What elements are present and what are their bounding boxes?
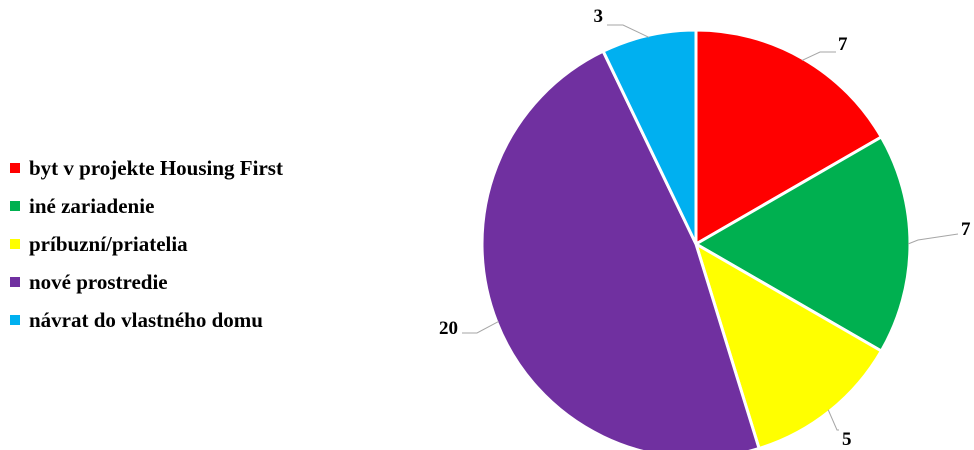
legend-item: iné zariadenie <box>10 187 283 225</box>
pie-slice <box>693 134 912 354</box>
legend-label: iné zariadenie <box>29 193 155 218</box>
legend-item: návrat do vlastného domu <box>10 301 283 339</box>
legend-swatch <box>10 239 20 249</box>
legend-swatch <box>10 163 20 173</box>
legend-item: byt v projekte Housing First <box>10 149 283 187</box>
legend-item: nové prostredie <box>10 263 283 301</box>
pie-slice <box>693 240 884 450</box>
pie-slice <box>694 28 884 247</box>
leader-line <box>827 409 839 431</box>
leader-line <box>462 321 499 334</box>
leader-line <box>801 51 836 61</box>
legend-swatch <box>10 315 20 325</box>
data-label: 5 <box>842 429 852 450</box>
leader-line <box>907 233 959 245</box>
legend-swatch <box>10 201 20 211</box>
data-label: 7 <box>838 34 848 55</box>
legend-label: návrat do vlastného domu <box>29 307 263 332</box>
data-label: 20 <box>439 318 458 339</box>
legend-item: príbuzní/priatelia <box>10 225 283 263</box>
data-label: 3 <box>594 6 604 27</box>
pie-slice <box>601 28 698 245</box>
legend: byt v projekte Housing First iné zariaden… <box>10 149 283 339</box>
legend-label: nové prostredie <box>29 269 168 294</box>
data-label: 7 <box>961 219 971 240</box>
legend-swatch <box>10 277 20 287</box>
legend-label: príbuzní/priatelia <box>29 231 188 256</box>
leader-line <box>607 24 650 38</box>
legend-label: byt v projekte Housing First <box>29 155 283 180</box>
